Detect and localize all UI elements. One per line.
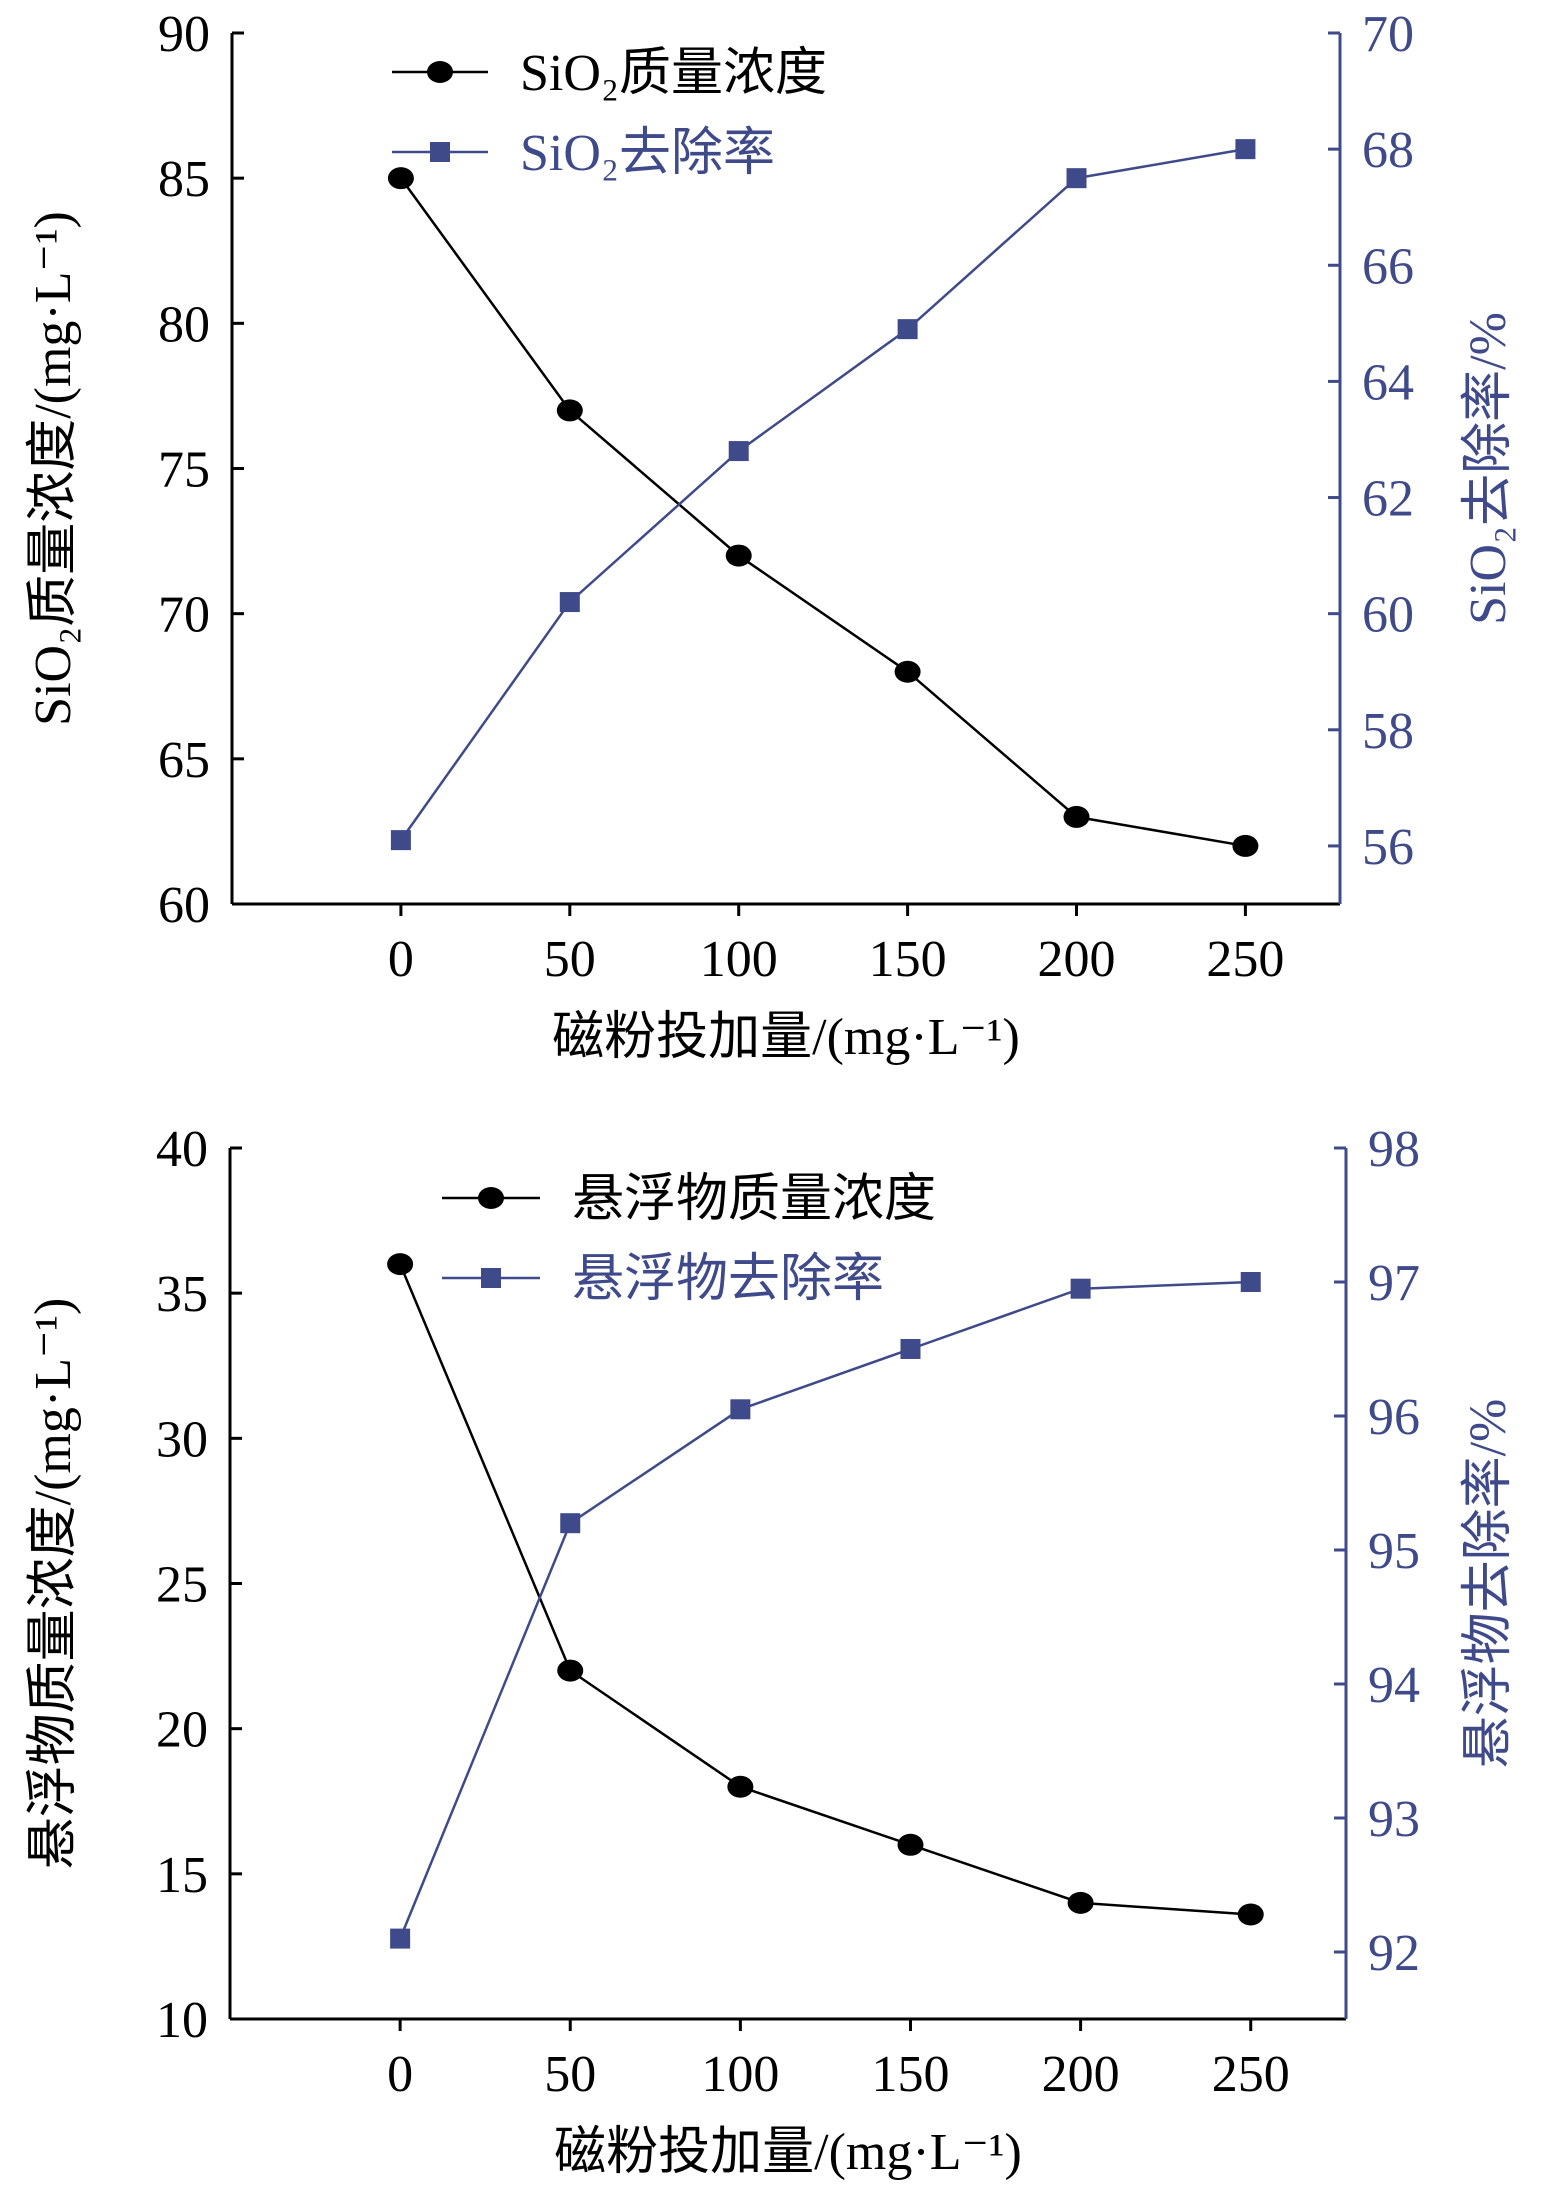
data-point-square <box>1235 139 1256 160</box>
y-tick-label-right: 64 <box>1362 354 1414 411</box>
y-tick-label-left: 85 <box>158 151 210 208</box>
x-tick-label: 200 <box>1042 2046 1120 2103</box>
y-tick-label-right: 56 <box>1362 819 1414 876</box>
x-tick-label: 250 <box>1212 2046 1290 2103</box>
y-tick-label-right: 66 <box>1362 238 1414 295</box>
data-point-square <box>390 1928 411 1949</box>
y-tick-label-right: 58 <box>1362 703 1414 760</box>
series-line-removal-rate <box>399 147 1246 841</box>
x-tick-label: 250 <box>1206 931 1284 988</box>
x-tick-label: 150 <box>871 2046 949 2103</box>
x-tick-label: 100 <box>700 931 778 988</box>
y-tick-label-left: 90 <box>158 6 210 63</box>
y-tick-label-left: 70 <box>158 587 210 644</box>
x-tick-label: 200 <box>1038 931 1116 988</box>
data-point-square <box>730 1399 751 1420</box>
y-tick-label-left: 80 <box>158 296 210 353</box>
chart-sio2: 磁粉投加量/(mg·L⁻¹) SiO₂质量浓度/(mg·L⁻¹) SiO₂去除率… <box>25 6 1517 1066</box>
y-tick-label-left: 65 <box>158 732 210 789</box>
y-tick-label-left: 10 <box>156 1992 208 2049</box>
y-tick-label-right: 95 <box>1368 1523 1420 1580</box>
legend-label-removal-rate: SiO₂去除率 <box>520 125 775 182</box>
y-tick-label-right: 68 <box>1362 122 1414 179</box>
y-tick-label-right: 98 <box>1368 1121 1420 1178</box>
x-tick-label: 100 <box>701 2046 779 2103</box>
y-tick-label-left: 40 <box>156 1121 208 1178</box>
data-point-square <box>728 441 749 462</box>
y-tick-label-right: 94 <box>1368 1657 1420 1714</box>
data-point-square <box>1066 168 1087 189</box>
chart-suspended-solids: 磁粉投加量/(mg·L⁻¹) 悬浮物质量浓度/(mg·L⁻¹) 悬浮物去除率/%… <box>25 1121 1517 2181</box>
legend-label-concentration: SiO₂质量浓度 <box>520 45 827 102</box>
x-tick-label: 150 <box>869 931 947 988</box>
data-point-circle <box>1063 805 1090 828</box>
y-axis-left-title: SiO₂质量浓度/(mg·L⁻¹) <box>25 211 82 726</box>
y-tick-label-right: 70 <box>1362 6 1414 63</box>
data-point-circle <box>725 544 752 567</box>
x-tick-label: 50 <box>544 2046 596 2103</box>
legend-label-removal-rate: 悬浮物去除率 <box>572 1251 884 1308</box>
y-tick-label-right: 92 <box>1368 1925 1420 1982</box>
legend-marker-circle <box>478 1187 504 1209</box>
data-point-circle <box>894 660 921 683</box>
data-point-circle <box>897 1833 924 1856</box>
y-axis-left-title: 悬浮物质量浓度/(mg·L⁻¹) <box>25 1298 82 1870</box>
data-point-circle <box>1067 1891 1094 1914</box>
data-point-square <box>900 1339 921 1359</box>
data-point-circle <box>387 1253 414 1276</box>
y-tick-label-right: 60 <box>1362 587 1414 644</box>
data-point-square <box>559 592 580 613</box>
x-axis-title: 磁粉投加量/(mg·L⁻¹) <box>554 2124 1022 2181</box>
y-tick-label-left: 15 <box>156 1847 208 1904</box>
x-tick-label: 0 <box>387 2046 413 2103</box>
y-tick-label-left: 75 <box>158 442 210 499</box>
x-axis-title: 磁粉投加量/(mg·L⁻¹) <box>552 1009 1020 1066</box>
y-axis-right-title: 悬浮物去除率/% <box>1460 1399 1517 1769</box>
legend-marker-square <box>430 142 450 162</box>
series-line-concentration <box>398 1263 1251 1916</box>
legend-marker-circle <box>427 61 453 83</box>
y-tick-label-left: 25 <box>156 1557 208 1614</box>
data-point-square <box>390 830 411 851</box>
data-point-circle <box>1232 834 1259 857</box>
y-tick-label-right: 93 <box>1368 1791 1420 1848</box>
y-tick-label-right: 62 <box>1362 471 1414 528</box>
series-line-removal-rate <box>398 1280 1251 1940</box>
x-tick-label: 0 <box>388 931 414 988</box>
series-line-concentration <box>399 177 1246 848</box>
legend-label-concentration: 悬浮物质量浓度 <box>572 1171 936 1228</box>
data-point-circle <box>727 1775 754 1798</box>
y-tick-label-left: 30 <box>156 1411 208 1468</box>
data-point-circle <box>556 399 583 422</box>
data-point-square <box>1070 1278 1091 1299</box>
data-point-square <box>897 319 918 340</box>
data-point-square <box>560 1513 581 1534</box>
y-tick-label-left: 35 <box>156 1266 208 1323</box>
y-axis-right-title: SiO₂去除率/% <box>1460 312 1517 625</box>
legend-marker-square <box>481 1268 501 1288</box>
data-point-circle <box>557 1659 584 1682</box>
y-tick-label-left: 60 <box>158 877 210 934</box>
y-tick-label-right: 97 <box>1368 1255 1420 1312</box>
x-tick-label: 50 <box>544 931 596 988</box>
y-tick-label-left: 20 <box>156 1702 208 1759</box>
y-tick-label-right: 96 <box>1368 1389 1420 1446</box>
data-point-square <box>1240 1272 1261 1292</box>
data-point-circle <box>1237 1903 1264 1926</box>
data-point-circle <box>387 167 414 190</box>
